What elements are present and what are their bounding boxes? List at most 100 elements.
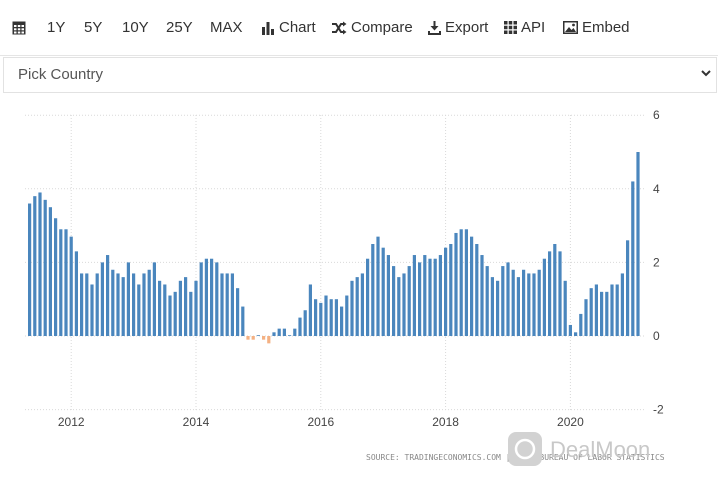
bar[interactable] [314, 299, 318, 336]
calendar-icon[interactable] [12, 0, 30, 55]
bar[interactable] [548, 251, 552, 336]
embed-button[interactable]: Embed [563, 0, 630, 55]
bar[interactable] [485, 266, 489, 336]
bar[interactable] [610, 284, 614, 336]
bar[interactable] [433, 258, 437, 336]
bar[interactable] [490, 277, 494, 336]
bar[interactable] [220, 273, 224, 336]
bar[interactable] [563, 280, 567, 336]
bar[interactable] [501, 266, 505, 336]
bar[interactable] [132, 273, 136, 336]
bar[interactable] [303, 310, 307, 336]
bar[interactable] [334, 299, 338, 336]
bar[interactable] [116, 273, 120, 336]
bar[interactable] [506, 262, 510, 336]
bar[interactable] [173, 291, 177, 336]
bar[interactable] [553, 244, 557, 336]
range-5y-button[interactable]: 5Y [84, 19, 103, 36]
bar[interactable] [355, 277, 359, 336]
bar[interactable] [407, 266, 411, 336]
bar[interactable] [137, 284, 141, 336]
bar[interactable] [126, 262, 130, 336]
bar[interactable] [376, 236, 380, 336]
bar[interactable] [142, 273, 146, 336]
bar[interactable] [293, 328, 297, 336]
range-25y-button[interactable]: 25Y [166, 19, 193, 36]
bar[interactable] [59, 229, 63, 336]
bar[interactable] [438, 255, 442, 336]
bar[interactable] [100, 262, 104, 336]
bar[interactable] [464, 229, 468, 336]
bar[interactable] [246, 336, 250, 340]
bar[interactable] [568, 324, 572, 336]
bar[interactable] [459, 229, 463, 336]
bar[interactable] [584, 299, 588, 336]
bar[interactable] [230, 273, 234, 336]
bar[interactable] [454, 232, 458, 336]
bar[interactable] [236, 288, 240, 336]
bar[interactable] [262, 336, 266, 340]
bar[interactable] [324, 295, 328, 336]
bar[interactable] [189, 291, 193, 336]
bar[interactable] [381, 247, 385, 336]
bar[interactable] [620, 273, 624, 336]
bar[interactable] [277, 328, 281, 336]
bar[interactable] [121, 277, 125, 336]
bar[interactable] [251, 336, 255, 340]
bar[interactable] [423, 255, 427, 336]
bar[interactable] [626, 240, 630, 336]
bar[interactable] [64, 229, 68, 336]
bar[interactable] [80, 273, 84, 336]
bar[interactable] [168, 295, 172, 336]
bar[interactable] [605, 291, 609, 336]
bar[interactable] [615, 284, 619, 336]
bar[interactable] [511, 269, 515, 336]
bar[interactable] [449, 244, 453, 336]
bar[interactable] [178, 280, 182, 336]
bar[interactable] [589, 288, 593, 336]
bar[interactable] [579, 313, 583, 336]
bar[interactable] [542, 258, 546, 336]
bar[interactable] [636, 152, 640, 336]
bar[interactable] [360, 273, 364, 336]
bar[interactable] [90, 284, 94, 336]
bar[interactable] [48, 207, 52, 336]
compare-button[interactable]: Compare [331, 0, 413, 55]
export-button[interactable]: Export [428, 0, 488, 55]
bar[interactable] [308, 284, 312, 336]
bar[interactable] [163, 284, 167, 336]
bar[interactable] [594, 284, 598, 336]
api-button[interactable]: API [504, 0, 545, 55]
bar[interactable] [600, 291, 604, 336]
bar[interactable] [106, 255, 110, 336]
bar[interactable] [282, 328, 286, 336]
bar[interactable] [241, 306, 245, 336]
bar[interactable] [199, 262, 203, 336]
bar[interactable] [319, 302, 323, 336]
bar[interactable] [397, 277, 401, 336]
bar[interactable] [95, 273, 99, 336]
bar[interactable] [158, 280, 162, 336]
bar[interactable] [428, 258, 432, 336]
country-select[interactable]: Pick Country [3, 57, 717, 93]
bar[interactable] [516, 277, 520, 336]
bar[interactable] [69, 236, 73, 336]
range-10y-button[interactable]: 10Y [122, 19, 149, 36]
range-1y-button[interactable]: 1Y [47, 19, 66, 36]
bar[interactable] [470, 236, 474, 336]
bar[interactable] [267, 336, 271, 344]
bar[interactable] [386, 255, 390, 336]
bar[interactable] [329, 299, 333, 336]
bar[interactable] [444, 247, 448, 336]
bar[interactable] [558, 251, 562, 336]
bar[interactable] [345, 295, 349, 336]
bar[interactable] [225, 273, 229, 336]
bar[interactable] [475, 244, 479, 336]
bar[interactable] [480, 255, 484, 336]
bar[interactable] [38, 192, 42, 336]
bar[interactable] [298, 317, 302, 336]
bar[interactable] [54, 218, 58, 336]
bar[interactable] [85, 273, 89, 336]
bar[interactable] [194, 280, 198, 336]
range-max-button[interactable]: MAX [210, 19, 243, 36]
